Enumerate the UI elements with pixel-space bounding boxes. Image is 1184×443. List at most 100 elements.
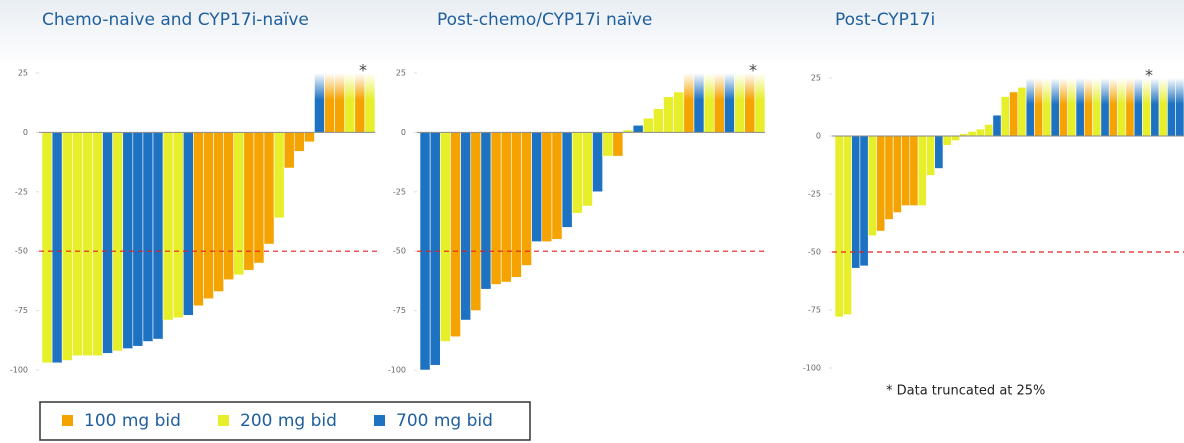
bar: [203, 132, 214, 300]
bar: [713, 72, 725, 133]
bar: [1034, 77, 1044, 137]
bar: [283, 132, 295, 169]
bar: [602, 132, 614, 157]
bar: [470, 132, 482, 311]
bar: [592, 132, 603, 193]
bar: [1158, 77, 1168, 137]
bar: [480, 132, 492, 290]
bar: [612, 132, 624, 157]
annotation: *: [1145, 66, 1153, 85]
bar: [112, 132, 124, 352]
bar: [551, 132, 563, 240]
bar: [172, 132, 184, 319]
bar: [561, 132, 573, 228]
y-tick-label: -25: [393, 187, 406, 196]
bar: [632, 124, 644, 133]
bar: [967, 131, 977, 137]
bar: [734, 72, 746, 133]
legend-swatch: [218, 415, 229, 426]
legend-box: [39, 401, 531, 441]
bar: [1108, 77, 1118, 137]
bar: [344, 72, 356, 133]
bar: [744, 72, 756, 133]
y-tick-label: 0: [401, 128, 406, 137]
bar: [867, 135, 877, 237]
bar: [193, 132, 204, 307]
bar: [500, 132, 512, 283]
y-tick-label: 25: [811, 74, 821, 83]
bar: [1100, 77, 1110, 137]
bar: [304, 132, 315, 143]
bar: [1142, 77, 1152, 137]
bar: [92, 132, 103, 357]
bar: [582, 132, 593, 207]
bar: [41, 132, 53, 364]
bar: [975, 128, 985, 137]
bar: [843, 135, 852, 315]
y-tick-label: -100: [10, 366, 28, 375]
bar: [1017, 86, 1027, 137]
bar: [859, 135, 869, 267]
legend-swatch: [62, 415, 73, 426]
bar: [926, 135, 936, 176]
chart-title: Post-chemo/CYP17i naïve: [437, 10, 652, 30]
bar: [213, 132, 224, 292]
bar: [223, 132, 235, 281]
bar: [71, 132, 83, 357]
chart-title: Post-CYP17i: [835, 10, 935, 30]
bar: [354, 72, 366, 133]
bar: [364, 72, 376, 133]
bar: [1117, 77, 1127, 137]
y-tick-label: -100: [388, 366, 406, 375]
bar: [82, 132, 93, 357]
y-tick-label: -50: [393, 247, 406, 256]
bar: [934, 135, 944, 169]
bar: [703, 72, 715, 133]
bar: [917, 135, 927, 206]
bar: [122, 132, 134, 349]
bar: [1067, 77, 1077, 137]
bar: [51, 132, 63, 364]
bar: [511, 132, 522, 278]
y-tick-label: -75: [15, 306, 28, 315]
bar: [851, 135, 861, 269]
y-tick-label: -25: [15, 187, 28, 196]
bar: [642, 117, 654, 133]
bar: [490, 132, 502, 285]
bar: [653, 108, 664, 133]
bar: [142, 132, 154, 342]
bar: [754, 72, 766, 133]
bar: [439, 132, 451, 342]
bar: [693, 72, 705, 133]
bar: [1092, 77, 1102, 137]
y-tick-label: -50: [808, 248, 821, 257]
bar: [1125, 77, 1135, 137]
bar: [132, 132, 144, 347]
bar: [61, 132, 73, 361]
bar: [1000, 96, 1010, 137]
bar: [450, 132, 461, 338]
y-tick-label: 0: [816, 132, 821, 141]
bar: [541, 132, 553, 242]
bar: [884, 135, 894, 220]
annotation: *: [359, 61, 367, 80]
bar: [1167, 77, 1176, 137]
bar: [901, 135, 911, 206]
legend-label: 200 mg bid: [240, 411, 337, 431]
bar: [263, 132, 275, 245]
bar: [334, 72, 346, 133]
legend-swatch: [374, 415, 385, 426]
bar: [273, 132, 285, 219]
bar: [182, 132, 194, 316]
bar: [876, 135, 886, 232]
legend-label: 100 mg bid: [84, 411, 181, 431]
bar: [460, 132, 472, 321]
bar: [1042, 77, 1052, 137]
annotation: *: [749, 61, 757, 80]
bar: [152, 132, 164, 340]
bar: [324, 72, 335, 133]
legend-label: 700 mg bid: [396, 411, 493, 431]
bar: [1059, 77, 1068, 137]
bar: [673, 91, 685, 133]
